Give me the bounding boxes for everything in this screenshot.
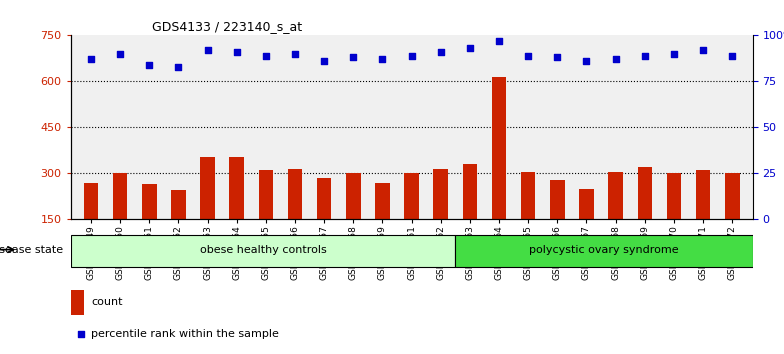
Bar [71, 290, 84, 315]
Point [289, 51, 301, 57]
Bar [171, 190, 186, 266]
Bar [317, 178, 332, 266]
Point [609, 57, 622, 62]
Bar [434, 169, 448, 266]
Point [493, 38, 506, 44]
Bar [666, 173, 681, 266]
Point [551, 55, 564, 60]
Bar [113, 173, 127, 266]
Point [726, 53, 739, 58]
Bar [84, 183, 98, 266]
Point [522, 53, 535, 58]
Bar [142, 184, 157, 266]
Point [318, 58, 330, 64]
Point [405, 53, 418, 58]
Bar [521, 172, 535, 266]
Bar [608, 172, 623, 266]
Bar [695, 170, 710, 266]
Point [499, 196, 511, 202]
Point [201, 47, 214, 53]
Bar [405, 173, 419, 266]
Point [172, 64, 185, 69]
Point [580, 58, 593, 64]
Point [347, 55, 360, 60]
Point [143, 62, 155, 68]
Bar [463, 164, 477, 266]
Point [668, 51, 681, 57]
Bar [200, 156, 215, 266]
Text: percentile rank within the sample: percentile rank within the sample [91, 329, 279, 339]
Bar [550, 179, 564, 266]
Bar [579, 189, 593, 266]
Bar [492, 77, 506, 266]
Point [434, 49, 447, 55]
Point [230, 49, 243, 55]
Bar [637, 167, 652, 266]
Text: GDS4133 / 223140_s_at: GDS4133 / 223140_s_at [152, 20, 303, 33]
FancyBboxPatch shape [456, 235, 753, 267]
Point [114, 51, 126, 57]
Point [260, 53, 272, 58]
Bar [288, 169, 303, 266]
Bar [230, 156, 244, 266]
Text: disease state: disease state [0, 245, 63, 255]
Text: count: count [91, 297, 122, 307]
Point [697, 47, 710, 53]
Point [376, 57, 389, 62]
FancyBboxPatch shape [71, 235, 456, 267]
Bar [376, 183, 390, 266]
Bar [725, 173, 739, 266]
Bar [346, 173, 361, 266]
Bar [259, 170, 273, 266]
Point [85, 57, 97, 62]
Text: polycystic ovary syndrome: polycystic ovary syndrome [529, 245, 679, 255]
Point [463, 45, 476, 51]
Point [638, 53, 651, 58]
Text: obese healthy controls: obese healthy controls [200, 245, 326, 255]
